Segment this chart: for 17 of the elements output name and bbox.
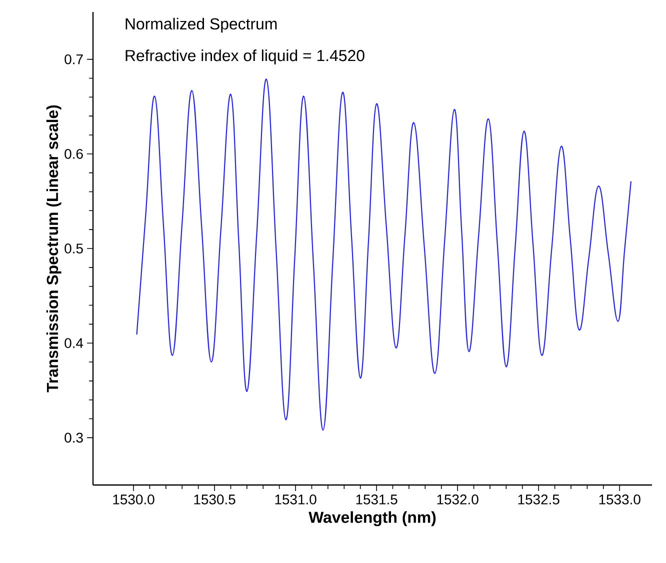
- x-axis-title: Wavelength (nm): [308, 511, 436, 526]
- text: Refractive index of liquid = 1.4520: [126, 50, 364, 64]
- x-tick-label: 1531.5: [356, 494, 398, 504]
- y-tick-label: 0.7: [64, 54, 83, 64]
- line-series: [136, 78, 632, 431]
- y-tick-label: 0.6: [64, 148, 83, 159]
- x-tick-label: 1530.0: [113, 494, 154, 504]
- y-axis-title: Transmission Spectrum (Linear scale): [46, 105, 62, 392]
- x-tick-label: 1531.0: [275, 494, 316, 504]
- y-tick-label: 0.4: [64, 338, 84, 348]
- x-tick-label: 1532.5: [518, 494, 560, 504]
- y-tick-label: 0.3: [64, 432, 83, 443]
- x-tick-label: 1533.0: [599, 494, 640, 504]
- x-tick-label: 1530.5: [194, 494, 236, 504]
- chart-title: Normalized Spectrum: [126, 18, 277, 33]
- x-tick-label: 1532.0: [437, 494, 478, 504]
- y-tick-label: 0.5: [64, 244, 83, 254]
